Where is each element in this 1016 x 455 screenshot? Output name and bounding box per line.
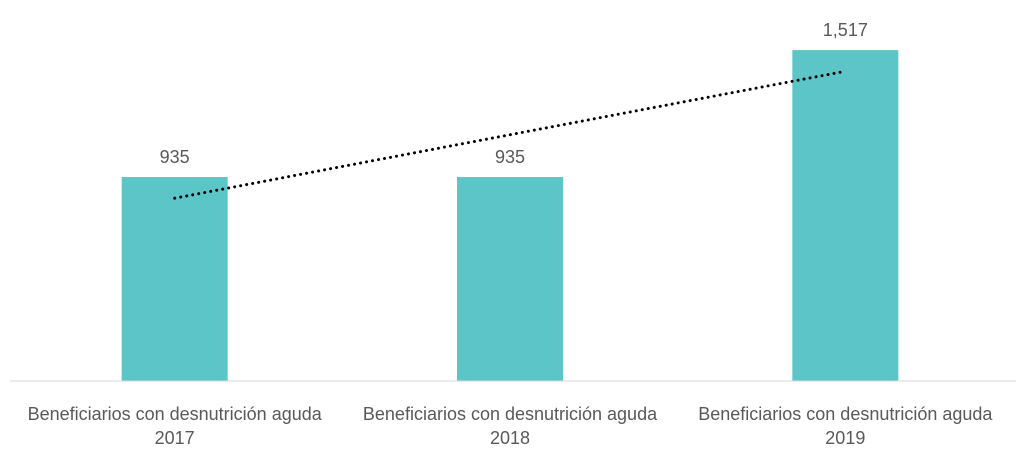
x-tick-label: Beneficiarios con desnutrición aguda 201… <box>698 404 993 448</box>
x-tick-label: Beneficiarios con desnutrición aguda 201… <box>362 404 658 448</box>
value-label: 1,517 <box>823 20 868 40</box>
bar <box>121 177 228 381</box>
value-label: 935 <box>495 147 525 167</box>
x-tick-label: Beneficiarios con desnutrición aguda 201… <box>27 404 322 448</box>
bar <box>457 177 563 381</box>
value-label: 935 <box>160 147 190 167</box>
bar <box>792 50 899 382</box>
trendline <box>173 69 847 200</box>
